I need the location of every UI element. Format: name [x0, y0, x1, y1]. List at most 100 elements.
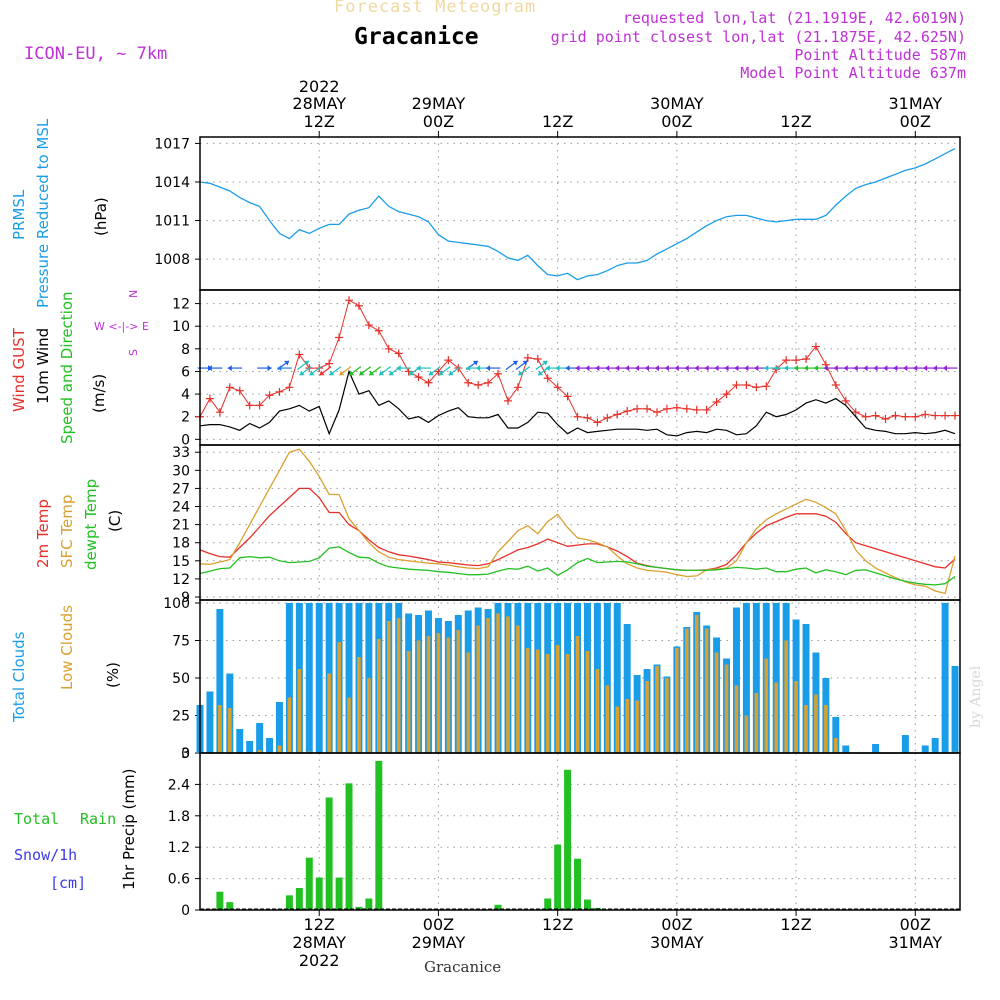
low-cloud-bar: [416, 640, 421, 753]
wind-gust-point: [503, 396, 512, 405]
wind-gust-point: [553, 383, 562, 392]
wind-gust-point: [732, 381, 741, 390]
wind-gust-point: [533, 355, 542, 364]
precip-bar: [494, 904, 502, 910]
wind-direction-arrowhead: [438, 370, 444, 376]
wind-gust-point: [901, 412, 910, 421]
total-cloud-bar: [206, 691, 214, 753]
wind-gust-point: [702, 405, 711, 414]
precip-bar: [285, 895, 293, 910]
label-snow: Snow/1h: [14, 846, 78, 864]
model-point-altitude: Model Point Altitude 637m: [740, 64, 966, 82]
label-total: Total: [14, 810, 60, 828]
time-label-bottom: 12Z: [780, 915, 811, 934]
wind-direction-arrowhead: [542, 360, 548, 366]
wind-direction-arrowhead: [545, 365, 550, 372]
low-cloud-bar: [466, 652, 471, 753]
wind-direction-arrowhead: [408, 370, 414, 376]
y-tick-label: 1014: [154, 175, 190, 191]
wind-direction-arrowhead: [389, 370, 395, 376]
wind-gust-point: [931, 411, 940, 420]
wind-direction-arrowhead: [704, 365, 709, 372]
wind-direction-arrowhead: [883, 365, 888, 372]
compass-n: N: [127, 290, 140, 298]
wind-direction-arrowhead: [267, 365, 272, 372]
time-label-bottom: 29MAY: [412, 933, 466, 952]
wind-gust-point: [265, 391, 274, 400]
precip-bar: [295, 888, 303, 910]
low-cloud-bar: [665, 678, 669, 753]
y-tick-label: 2: [181, 410, 190, 426]
label-cm: [cm]: [50, 874, 87, 892]
y-tick-label: 6: [181, 364, 190, 380]
wind-direction-arrowhead: [774, 365, 779, 372]
compass-we: W <-|-> E: [94, 320, 149, 333]
total-cloud-bar: [732, 607, 740, 753]
panel-frame: [199, 752, 961, 911]
y-tick-label: 30: [172, 463, 190, 479]
low-cloud-bar: [446, 637, 451, 753]
low-cloud-bar: [386, 621, 391, 753]
wind-gust-point: [841, 396, 850, 405]
y-tick-label: 33: [172, 445, 190, 461]
low-cloud-bar: [496, 613, 500, 753]
low-cloud-bar: [754, 693, 759, 753]
low-cloud-bar: [585, 651, 590, 753]
y-tick-label: 1.2: [168, 840, 190, 856]
temp-2m-line: [199, 487, 956, 572]
y-tick-label: 24: [172, 500, 190, 516]
y-tick-label: 50: [172, 671, 190, 687]
wind-direction-arrowhead: [379, 370, 385, 376]
wind-direction-arrowhead: [309, 370, 315, 376]
wind-direction-arrowhead: [476, 365, 481, 372]
precip-bar: [216, 891, 224, 910]
precip-bar: [583, 899, 591, 910]
wind-direction-arrowhead: [472, 360, 478, 366]
low-cloud-bar: [724, 664, 729, 753]
wind-direction-arrowhead: [396, 365, 401, 372]
wind-direction-arrowhead: [674, 365, 679, 372]
total-cloud-bar: [285, 603, 293, 753]
precip-bar: [325, 797, 333, 910]
wind-direction-arrowhead: [764, 365, 769, 372]
wind-gust-point: [523, 353, 532, 362]
total-cloud-bar: [315, 603, 323, 753]
precip-bar: [335, 877, 343, 910]
low-cloud-bar: [814, 694, 818, 753]
y-tick-label: 1011: [154, 214, 190, 230]
wind-gust-point: [623, 407, 632, 416]
low-cloud-bar: [277, 745, 282, 753]
low-cloud-bar: [575, 636, 580, 753]
time-label-top: 28MAY: [292, 94, 346, 113]
wind-gust-point: [424, 378, 433, 387]
low-cloud-bar: [615, 706, 620, 753]
wind-gust-point: [255, 401, 264, 410]
requested-coords: requested lon,lat (21.1919E, 42.6019N): [622, 9, 966, 27]
low-cloud-bar: [406, 651, 411, 753]
low-cloud-bar: [456, 630, 461, 753]
wind-gust-point: [354, 301, 363, 310]
wind-direction-arrowhead: [724, 365, 729, 372]
low-cloud-bar: [535, 649, 540, 753]
wind-gust-point: [762, 382, 771, 391]
time-label-top: 30MAY: [650, 94, 704, 113]
wind-direction-arrowhead: [803, 365, 808, 372]
wind-speed-line: [199, 369, 956, 437]
total-cloud-bar: [276, 702, 283, 753]
wind-direction-arrowhead: [635, 365, 640, 372]
wind-direction-arrowhead: [843, 365, 848, 372]
product-title: Forecast Meteogram: [334, 0, 537, 17]
low-cloud-bar: [704, 628, 709, 753]
low-cloud-bar: [357, 657, 361, 753]
wind-gust-point: [692, 405, 701, 414]
wind-gust-point: [851, 408, 860, 417]
wind-direction-arrowhead: [227, 365, 232, 372]
total-cloud-bar: [613, 603, 621, 753]
low-cloud-bar: [774, 682, 778, 753]
wind-gust-point: [881, 414, 890, 423]
time-label-bottom: 28MAY: [292, 933, 346, 952]
time-label-bottom: 00Z: [900, 915, 931, 934]
y-tick-label: 25: [172, 709, 190, 725]
model-label: ICON-EU, ~ 7km: [24, 44, 168, 64]
prmsl-line: [199, 148, 956, 281]
